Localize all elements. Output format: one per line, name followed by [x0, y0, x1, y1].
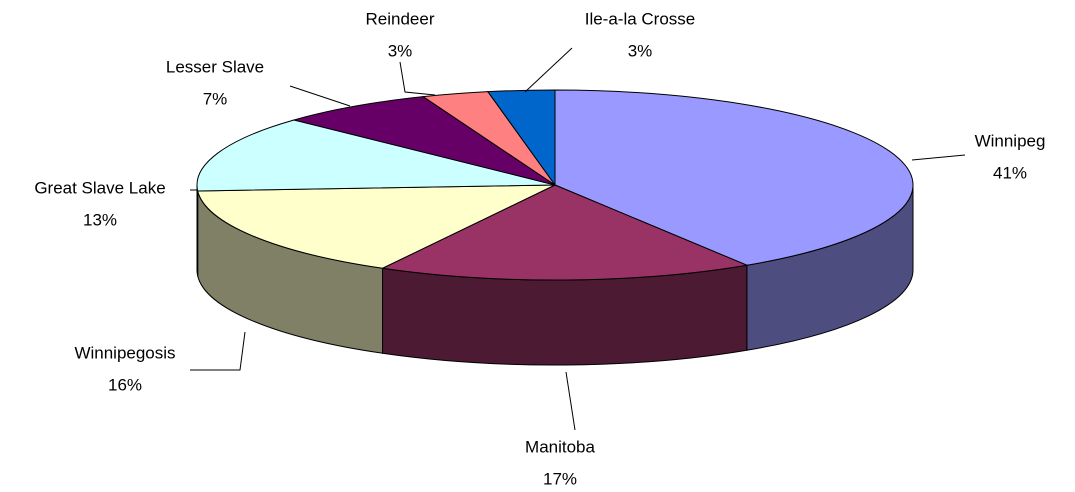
value-label: 13% [83, 210, 117, 229]
value-label: 3% [388, 41, 413, 60]
slice [486, 89, 556, 187]
slice [197, 184, 556, 269]
slice-label: Winnipegosis [74, 343, 175, 362]
slice-label: Ile-a-la Crosse [585, 9, 696, 28]
leader-line [190, 331, 246, 371]
slice [196, 119, 556, 192]
slice-label: Great Slave Lake [34, 178, 165, 197]
value-label: 16% [108, 375, 142, 394]
slice-label: Reindeer [366, 9, 435, 28]
slice [292, 96, 556, 186]
value-label: 3% [628, 41, 653, 60]
slice-label: Winnipeg [975, 131, 1046, 150]
leader-line [911, 154, 966, 161]
leader-line [565, 371, 576, 431]
slice [380, 184, 749, 281]
slice-side [196, 184, 199, 277]
value-label: 41% [993, 163, 1027, 182]
slice-label: Lesser Slave [166, 57, 264, 76]
leader-line [399, 61, 436, 96]
slice [554, 89, 914, 266]
leader-line [524, 47, 573, 93]
leader-line [289, 85, 351, 107]
value-label: 7% [203, 89, 228, 108]
value-label: 17% [543, 469, 577, 488]
slice-label: Manitoba [525, 437, 595, 456]
